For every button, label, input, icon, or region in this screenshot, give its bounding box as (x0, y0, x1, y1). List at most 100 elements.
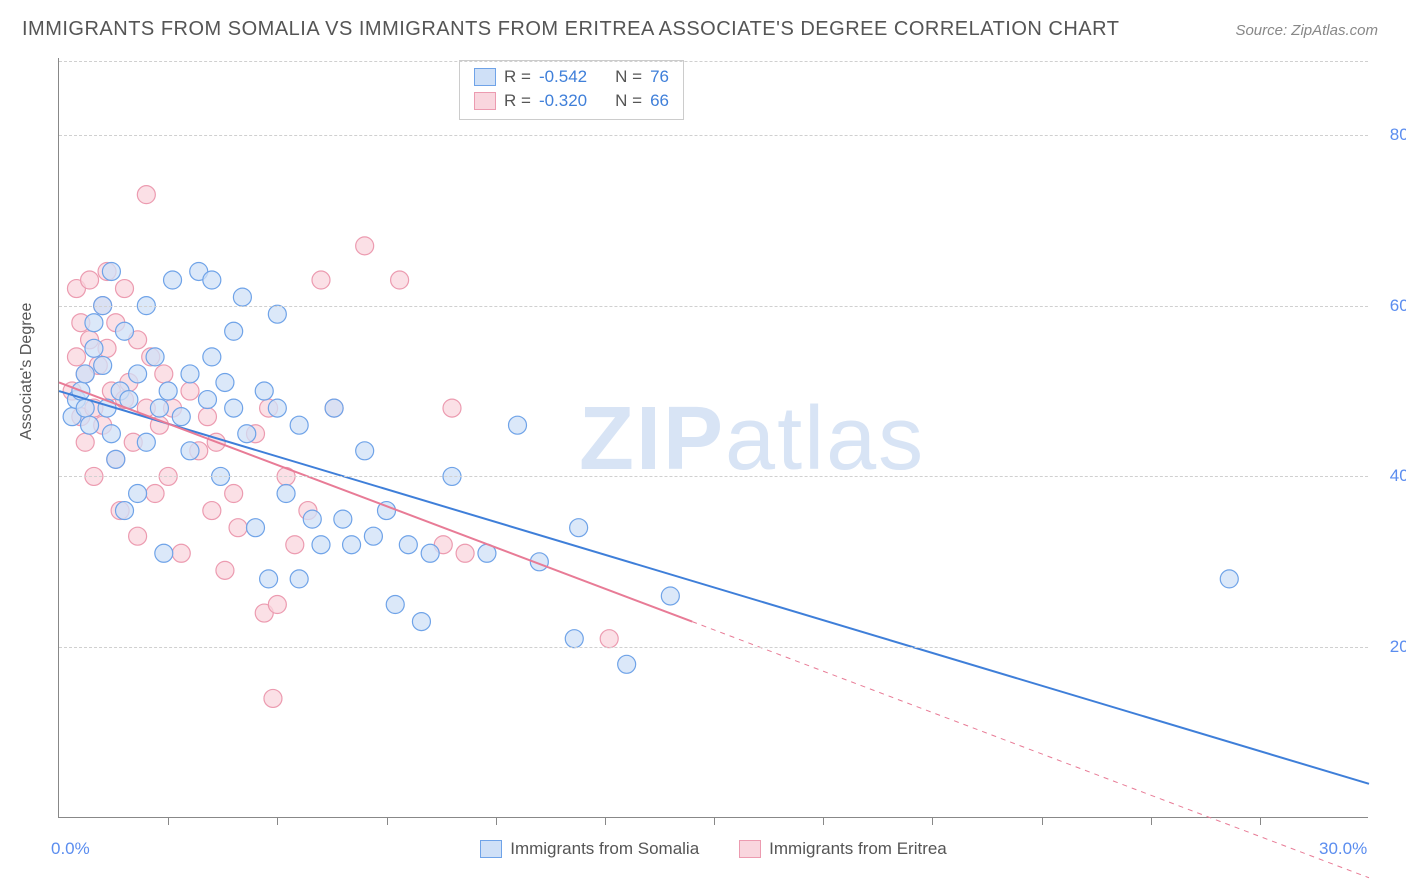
legend-series-label: Immigrants from Somalia (510, 839, 699, 859)
legend-swatch (739, 840, 761, 858)
scatter-point (129, 365, 147, 383)
scatter-point (325, 399, 343, 417)
scatter-point (81, 271, 99, 289)
legend-n-value: 76 (650, 67, 669, 87)
scatter-point (356, 237, 374, 255)
scatter-point (181, 442, 199, 460)
legend-n-label: N = (615, 67, 642, 87)
scatter-point (264, 689, 282, 707)
scatter-point (107, 450, 125, 468)
x-minor-tick (387, 817, 388, 825)
scatter-point (137, 433, 155, 451)
scatter-point (181, 382, 199, 400)
scatter-point (203, 502, 221, 520)
legend-swatch (474, 92, 496, 110)
scatter-point (312, 536, 330, 554)
legend-series-item: Immigrants from Eritrea (739, 839, 947, 859)
scatter-point (67, 348, 85, 366)
scatter-point (164, 271, 182, 289)
scatter-point (303, 510, 321, 528)
scatter-point (159, 382, 177, 400)
legend-r-value: -0.542 (539, 67, 587, 87)
scatter-point (570, 519, 588, 537)
scatter-point (334, 510, 352, 528)
scatter-point (155, 365, 173, 383)
scatter-point (172, 544, 190, 562)
legend-series: Immigrants from Somalia Immigrants from E… (59, 839, 1368, 859)
scatter-point (260, 570, 278, 588)
scatter-point (81, 416, 99, 434)
scatter-point (268, 596, 286, 614)
legend-r-value: -0.320 (539, 91, 587, 111)
x-minor-tick (605, 817, 606, 825)
scatter-point (661, 587, 679, 605)
y-tick-label: 80.0% (1378, 125, 1406, 145)
scatter-point (290, 416, 308, 434)
scatter-point (85, 339, 103, 357)
scatter-point (399, 536, 417, 554)
scatter-point (76, 365, 94, 383)
scatter-point (229, 519, 247, 537)
scatter-point (137, 186, 155, 204)
scatter-point (172, 408, 190, 426)
y-tick-label: 40.0% (1378, 466, 1406, 486)
x-minor-tick (168, 817, 169, 825)
scatter-point (216, 561, 234, 579)
scatter-point (421, 544, 439, 562)
scatter-point (600, 630, 618, 648)
gridline-h (59, 647, 1368, 648)
legend-r-label: R = (504, 91, 531, 111)
scatter-point (225, 485, 243, 503)
x-tick-label: 30.0% (1319, 839, 1367, 859)
legend-stat-row: R =-0.542N =76 (474, 65, 669, 89)
x-minor-tick (714, 817, 715, 825)
y-axis-label: Associate's Degree (18, 303, 36, 440)
scatter-point (102, 425, 120, 443)
scatter-point (391, 271, 409, 289)
scatter-point (618, 655, 636, 673)
legend-swatch (480, 840, 502, 858)
legend-stat-row: R = -0.320 N = 66 (474, 89, 669, 113)
scatter-point (233, 288, 251, 306)
legend-swatch (474, 68, 496, 86)
x-minor-tick (277, 817, 278, 825)
scatter-point (203, 271, 221, 289)
legend-n-label: N = (615, 91, 642, 111)
gridline-h (59, 135, 1368, 136)
scatter-point (181, 365, 199, 383)
scatter-point (290, 570, 308, 588)
scatter-point (565, 630, 583, 648)
scatter-point (94, 356, 112, 374)
scatter-point (268, 399, 286, 417)
legend-stats: R = -0.542 N = 76R = -0.320 N = 66 (459, 60, 684, 120)
scatter-point (277, 485, 295, 503)
x-minor-tick (932, 817, 933, 825)
source-attribution: Source: ZipAtlas.com (1235, 22, 1378, 39)
x-tick-label: 0.0% (51, 839, 90, 859)
scatter-point (255, 382, 273, 400)
scatter-point (146, 485, 164, 503)
scatter-point (268, 305, 286, 323)
scatter-point (102, 262, 120, 280)
legend-series-label: Immigrants from Eritrea (769, 839, 947, 859)
chart-title: IMMIGRANTS FROM SOMALIA VS IMMIGRANTS FR… (22, 18, 1119, 41)
scatter-point (412, 613, 430, 631)
x-minor-tick (1042, 817, 1043, 825)
y-tick-label: 20.0% (1378, 637, 1406, 657)
scatter-point (216, 373, 234, 391)
legend-n-value: 66 (650, 91, 669, 111)
scatter-point (129, 527, 147, 545)
scatter-point (312, 271, 330, 289)
scatter-point (116, 322, 134, 340)
scatter-point (286, 536, 304, 554)
scatter-point (456, 544, 474, 562)
chart-svg (59, 58, 1368, 817)
regression-line (59, 391, 1369, 784)
plot-area: ZIPatlas R =-0.542N =76R =-0.320N =66 Im… (58, 58, 1368, 818)
x-minor-tick (1151, 817, 1152, 825)
scatter-point (364, 527, 382, 545)
scatter-point (247, 519, 265, 537)
scatter-point (225, 322, 243, 340)
scatter-point (198, 391, 216, 409)
scatter-point (356, 442, 374, 460)
